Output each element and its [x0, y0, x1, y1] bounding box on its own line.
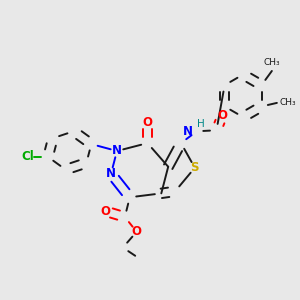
Text: CH₃: CH₃ [263, 58, 280, 68]
Text: O: O [142, 116, 152, 129]
Text: N: N [106, 167, 116, 180]
Text: CH₃: CH₃ [280, 98, 296, 107]
Text: H: H [197, 119, 205, 129]
Text: N: N [112, 145, 122, 158]
Text: O: O [100, 205, 110, 218]
Text: N: N [183, 125, 193, 138]
Text: O: O [132, 225, 142, 238]
Text: Cl: Cl [21, 150, 34, 164]
Text: O: O [218, 109, 227, 122]
Text: S: S [190, 161, 199, 174]
